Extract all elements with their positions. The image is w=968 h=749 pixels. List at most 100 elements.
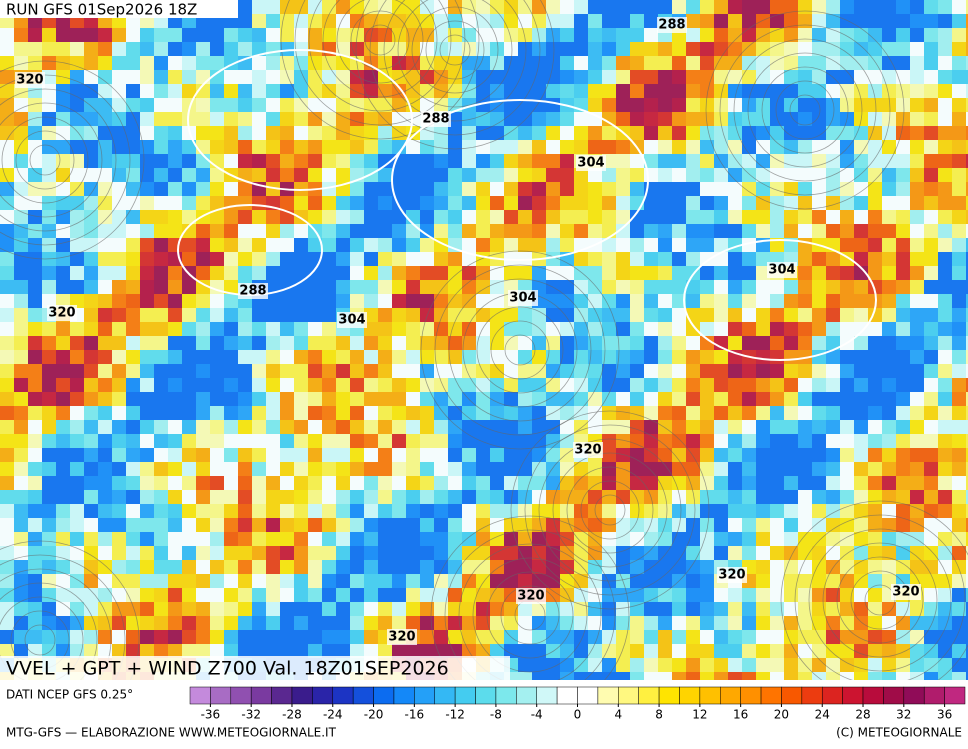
field-cell bbox=[252, 378, 266, 392]
field-cell bbox=[98, 602, 112, 616]
field-cell bbox=[560, 280, 574, 294]
field-cell bbox=[210, 420, 224, 434]
streamline bbox=[294, 0, 466, 126]
field-cell bbox=[644, 630, 658, 644]
streamline bbox=[322, 0, 438, 98]
field-cell bbox=[910, 546, 924, 560]
field-cell bbox=[616, 154, 630, 168]
field-cell bbox=[686, 196, 700, 210]
field-cell bbox=[42, 588, 56, 602]
field-cell bbox=[434, 0, 448, 14]
field-cell bbox=[714, 532, 728, 546]
field-cell bbox=[154, 28, 168, 42]
field-cell bbox=[952, 238, 966, 252]
field-cell bbox=[420, 294, 434, 308]
field-cell bbox=[658, 126, 672, 140]
field-cell bbox=[574, 112, 588, 126]
field-cell bbox=[686, 476, 700, 490]
field-cell bbox=[854, 126, 868, 140]
field-cell bbox=[588, 616, 602, 630]
field-cell bbox=[840, 224, 854, 238]
field-cell bbox=[560, 0, 574, 14]
field-cell bbox=[224, 448, 238, 462]
field-cell bbox=[672, 42, 686, 56]
field-cell bbox=[98, 560, 112, 574]
contour-label: 288 bbox=[422, 112, 449, 127]
field-cell bbox=[434, 462, 448, 476]
field-cell bbox=[448, 112, 462, 126]
field-cell bbox=[714, 644, 728, 658]
field-cell bbox=[616, 448, 630, 462]
field-cell bbox=[266, 336, 280, 350]
field-cell bbox=[0, 378, 14, 392]
field-cell bbox=[574, 224, 588, 238]
field-cell bbox=[756, 28, 770, 42]
field-cell bbox=[70, 350, 84, 364]
field-cell bbox=[98, 644, 112, 658]
field-cell bbox=[672, 238, 686, 252]
field-cell bbox=[182, 154, 196, 168]
colorbar-tick-label: -24 bbox=[323, 708, 343, 722]
field-cell bbox=[952, 308, 966, 322]
field-cell bbox=[560, 14, 574, 28]
field-cell bbox=[854, 616, 868, 630]
field-cell bbox=[28, 560, 42, 574]
colorbar-tick-label: 0 bbox=[574, 708, 582, 722]
field-cell bbox=[574, 546, 588, 560]
field-cell bbox=[322, 378, 336, 392]
field-cell bbox=[182, 392, 196, 406]
field-cell bbox=[686, 462, 700, 476]
field-cell bbox=[280, 140, 294, 154]
field-cell bbox=[868, 378, 882, 392]
field-cell bbox=[896, 84, 910, 98]
field-cell bbox=[406, 266, 420, 280]
field-cell bbox=[798, 294, 812, 308]
label-box bbox=[576, 155, 606, 171]
field-cell bbox=[84, 630, 98, 644]
field-cell bbox=[210, 238, 224, 252]
field-cell bbox=[336, 644, 350, 658]
field-cell bbox=[896, 616, 910, 630]
field-cell bbox=[574, 0, 588, 14]
field-cell bbox=[826, 546, 840, 560]
field-cell bbox=[882, 196, 896, 210]
field-cell bbox=[840, 294, 854, 308]
field-cell bbox=[896, 126, 910, 140]
field-cell bbox=[672, 546, 686, 560]
field-cell bbox=[546, 182, 560, 196]
field-cell bbox=[42, 630, 56, 644]
field-cell bbox=[882, 434, 896, 448]
field-cell bbox=[56, 644, 70, 658]
field-cell bbox=[546, 588, 560, 602]
caption: VVEL + GPT + WIND Z700 Val. 18Z01SEP2026 bbox=[6, 658, 449, 680]
field-cell bbox=[952, 224, 966, 238]
field-cell bbox=[434, 616, 448, 630]
colorbar-swatch bbox=[740, 686, 762, 705]
field-cell bbox=[756, 98, 770, 112]
field-cell bbox=[406, 588, 420, 602]
field-cell bbox=[0, 350, 14, 364]
field-cell bbox=[294, 434, 308, 448]
field-cell bbox=[672, 434, 686, 448]
field-cell bbox=[238, 168, 252, 182]
field-cell bbox=[280, 518, 294, 532]
field-cell bbox=[644, 238, 658, 252]
field-cell bbox=[476, 462, 490, 476]
field-cell bbox=[266, 84, 280, 98]
field-cell bbox=[126, 378, 140, 392]
field-cell bbox=[616, 644, 630, 658]
field-cell bbox=[728, 210, 742, 224]
field-cell bbox=[28, 238, 42, 252]
field-cell bbox=[434, 476, 448, 490]
field-cell bbox=[210, 56, 224, 70]
field-cell bbox=[630, 616, 644, 630]
field-cell bbox=[882, 644, 896, 658]
field-cell bbox=[322, 140, 336, 154]
field-cell bbox=[224, 42, 238, 56]
field-cell bbox=[462, 546, 476, 560]
field-cell bbox=[420, 70, 434, 84]
field-cell bbox=[252, 252, 266, 266]
streamline bbox=[1, 116, 89, 204]
field-cell bbox=[714, 28, 728, 42]
field-cell bbox=[210, 336, 224, 350]
